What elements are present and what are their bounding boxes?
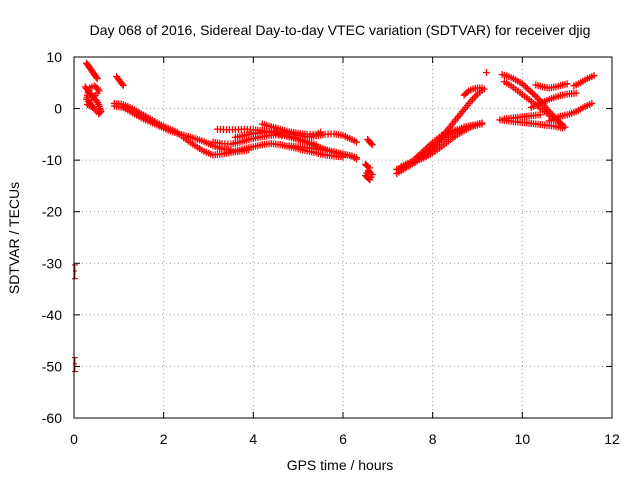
data-point — [368, 141, 376, 149]
data-point — [530, 91, 538, 99]
data-point — [89, 104, 97, 112]
x-tick-label: 6 — [339, 431, 347, 447]
x-tick-label: 0 — [70, 431, 78, 447]
y-tick-label: -60 — [42, 410, 62, 426]
data-point — [523, 84, 531, 92]
error-bar — [71, 264, 78, 280]
data-point — [536, 111, 544, 119]
series-afternoon-short — [364, 136, 376, 149]
series-evening-peak — [460, 84, 488, 99]
data-point — [365, 167, 373, 175]
y-tick-label: 0 — [54, 101, 62, 117]
data-point — [317, 128, 325, 136]
y-tick-label: -40 — [42, 307, 62, 323]
data-markers — [81, 59, 598, 184]
data-point — [522, 83, 530, 91]
y-tick-label: -20 — [42, 204, 62, 220]
y-tick-label: -30 — [42, 255, 62, 271]
data-point — [92, 73, 100, 81]
y-tick-labels: 10 0 -10 -20 -30 -40 -50 -60 — [42, 49, 62, 426]
series-midday-f — [285, 142, 360, 163]
data-point — [368, 171, 376, 179]
series-lone-point — [482, 68, 490, 76]
data-point — [119, 81, 127, 89]
error-bar-mark — [71, 264, 78, 280]
x-tick-label: 10 — [515, 431, 531, 447]
data-point — [520, 81, 528, 89]
series-night-e — [527, 89, 580, 112]
series-night-d — [532, 80, 571, 92]
data-point — [367, 169, 375, 177]
y-tick-label: -10 — [42, 152, 62, 168]
error-bar — [71, 357, 78, 373]
data-point — [352, 138, 360, 146]
series-night-h — [500, 111, 544, 123]
axis-ticks — [73, 56, 613, 419]
data-point — [93, 75, 101, 83]
x-tick-label: 12 — [604, 431, 620, 447]
data-point — [559, 124, 567, 132]
series-pre-dawn-cluster — [81, 82, 105, 118]
data-point — [588, 99, 596, 107]
data-point — [482, 68, 490, 76]
data-point — [478, 120, 486, 128]
x-tick-label: 2 — [160, 431, 168, 447]
y-tick-label: -50 — [42, 358, 62, 374]
y-axis-label: SDTVAR / TECUs — [6, 182, 22, 294]
series-pre-dawn-rising — [83, 59, 101, 83]
data-point — [525, 86, 533, 94]
chart-title: Day 068 of 2016, Sidereal Day-to-day VTE… — [90, 22, 591, 38]
series-afternoon-low — [361, 160, 376, 184]
data-point — [527, 88, 535, 96]
data-point — [352, 155, 360, 163]
x-tick-label: 4 — [249, 431, 257, 447]
data-point — [367, 139, 375, 147]
data-point — [480, 85, 488, 93]
x-tick-label: 8 — [429, 431, 437, 447]
y-tick-label: 10 — [46, 49, 62, 65]
data-point — [474, 121, 481, 129]
series-night-f — [545, 99, 596, 125]
data-point — [518, 80, 526, 88]
data-point — [118, 80, 126, 88]
x-tick-labels: 0 2 4 6 8 10 12 — [70, 431, 620, 447]
data-point — [528, 89, 536, 97]
series-midday-e — [258, 120, 325, 138]
error-bar-mark — [71, 357, 78, 373]
series-night-g — [570, 72, 598, 90]
x-axis-label: GPS time / hours — [287, 457, 394, 473]
series-hour-one-short — [113, 73, 127, 89]
error-bars — [71, 264, 78, 373]
series-evening-rise-d — [411, 121, 481, 163]
data-point — [563, 80, 571, 88]
data-point — [572, 89, 580, 97]
data-point — [94, 85, 102, 93]
data-point — [463, 88, 471, 96]
data-point — [590, 72, 598, 80]
